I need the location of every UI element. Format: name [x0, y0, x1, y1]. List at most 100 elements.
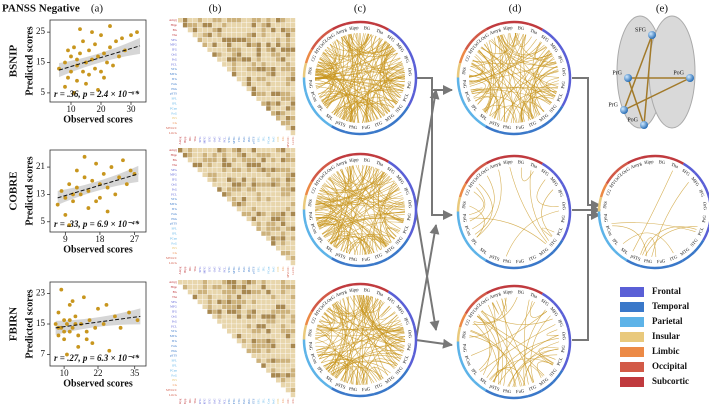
- matrix-cell: [271, 152, 276, 158]
- ring-segment: [398, 105, 410, 119]
- region-label: ITG: [374, 382, 384, 390]
- matrix-cell: [202, 148, 207, 153]
- point: [90, 30, 94, 35]
- matrix-col-label: MTG: [232, 136, 236, 144]
- region-label: STG: [548, 237, 558, 247]
- ring-segment: [304, 353, 313, 369]
- matrix-cell: [276, 57, 281, 62]
- matrix-row-label: SFG: [171, 168, 178, 172]
- matrix-cell: [222, 177, 227, 182]
- region-label: CG: [310, 186, 317, 194]
- matrix-cell: [256, 314, 261, 319]
- legend-swatch: [620, 377, 644, 387]
- matrix-cell: [280, 182, 286, 187]
- matrix-cell: [236, 182, 242, 187]
- matrix-cell: [276, 216, 281, 222]
- matrix-cell: [290, 368, 296, 373]
- matrix-cell: [276, 241, 281, 246]
- region-label: MFG: [395, 42, 405, 54]
- matrix-cell: [246, 329, 252, 334]
- matrix-cell: [192, 157, 198, 163]
- chord: [515, 32, 557, 63]
- chord: [489, 105, 534, 119]
- ring-segment: [387, 160, 401, 172]
- matrix-cell: [222, 324, 227, 329]
- region-label: INS: [307, 199, 313, 207]
- matrix-cell: [197, 27, 203, 33]
- region-label: CG: [464, 318, 471, 326]
- matrix-cell: [290, 148, 296, 153]
- matrix-cell: [271, 76, 276, 82]
- ring-segment: [456, 77, 462, 93]
- matrix-cell: [261, 57, 266, 62]
- chord: [477, 50, 552, 103]
- ring-segment: [599, 182, 608, 198]
- chord: [315, 201, 334, 221]
- matrix-cell: [261, 52, 266, 57]
- matrix-cell: [202, 152, 207, 158]
- matrix-cell: [261, 201, 266, 207]
- matrix-cell: [231, 304, 237, 309]
- matrix-col-label: SPL: [257, 399, 261, 404]
- region-label: PhG: [644, 258, 653, 264]
- matrix-cell: [227, 172, 232, 177]
- matrix-cell: [280, 216, 286, 222]
- matrix-cell: [236, 22, 242, 28]
- chord: [330, 366, 384, 379]
- chord: [469, 191, 484, 216]
- legend-label: Insular: [652, 331, 680, 341]
- matrix-cell: [271, 106, 276, 111]
- region-label: PoG: [462, 344, 468, 353]
- matrix-cell: [241, 333, 247, 339]
- matrix-cell: [280, 62, 286, 67]
- matrix-cell: [227, 187, 232, 192]
- region-label: pSTS: [630, 253, 642, 262]
- region-label: OrG: [407, 329, 413, 338]
- point: [62, 318, 67, 323]
- matrix-cell: [207, 294, 212, 300]
- point: [53, 322, 58, 326]
- matrix-cell: [266, 216, 271, 222]
- ring-segment: [310, 366, 321, 381]
- matrix-col-label: PCun: [266, 136, 270, 143]
- matrix-cell: [251, 67, 256, 72]
- matrix-col-label: PrG: [217, 136, 221, 142]
- matrix-cell: [256, 353, 261, 358]
- ring-segment: [302, 194, 308, 210]
- chord: [335, 298, 379, 379]
- matrix-cell: [187, 148, 193, 153]
- chord: [489, 368, 517, 388]
- y-tick-label: 13: [36, 188, 46, 198]
- matrix-cell: [217, 167, 222, 173]
- matrix-col-label: PCun: [266, 266, 270, 273]
- chord: [476, 316, 500, 383]
- matrix-cell: [261, 363, 266, 368]
- point: [102, 51, 106, 56]
- point: [105, 209, 110, 214]
- matrix-row-label: MVOcC: [166, 126, 177, 130]
- matrix-cell: [266, 37, 271, 43]
- matrix-row-label: OrG: [171, 314, 177, 318]
- point: [67, 329, 72, 334]
- chord: [348, 166, 387, 247]
- region-label: PCun: [464, 225, 473, 237]
- matrix-cell: [280, 304, 286, 309]
- chord: [329, 166, 351, 244]
- matrix-cell: [276, 363, 281, 368]
- point: [63, 213, 68, 217]
- ring-segment: [344, 392, 360, 398]
- matrix-cell: [246, 333, 252, 339]
- matrix-cell: [261, 167, 266, 173]
- matrix-cell: [241, 289, 247, 295]
- matrix-cell: [271, 167, 276, 173]
- matrix-cell: [241, 324, 247, 329]
- matrix-cell: [187, 152, 193, 158]
- matrix-cell: [261, 18, 266, 23]
- matrix-cell: [261, 338, 266, 344]
- region-label: IFG: [403, 187, 411, 196]
- chord: [525, 103, 535, 120]
- matrix-col-label: Tha: [193, 266, 197, 272]
- matrix-cell: [241, 201, 247, 207]
- chord: [392, 214, 405, 224]
- ring-segment: [456, 326, 462, 342]
